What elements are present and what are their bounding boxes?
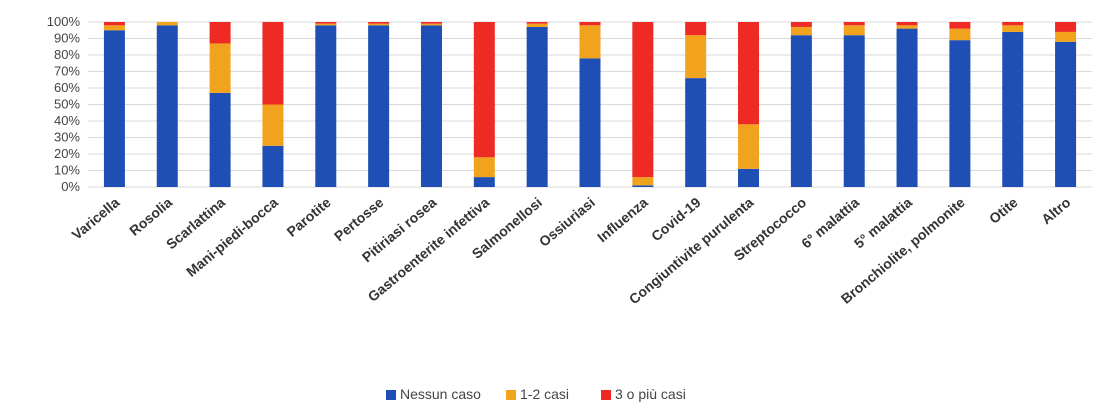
bar-segment <box>526 22 548 24</box>
x-category-label: 6° malattia <box>798 194 862 252</box>
bar-segment <box>949 22 971 29</box>
x-category-label: Mani-piedi-bocca <box>183 194 281 280</box>
bar-segment <box>579 22 601 26</box>
bar-segment <box>1055 41 1077 187</box>
x-axis-category-labels: Varicella RosoliaScarlattinaMani-piedi-bo… <box>69 194 1074 307</box>
bar-segment <box>843 35 865 188</box>
x-category-label: Parotite <box>284 194 334 240</box>
bar-segment <box>896 25 918 29</box>
bar-segment <box>790 26 812 36</box>
bar-segment <box>473 177 495 187</box>
y-tick-label: 50% <box>54 97 80 112</box>
bar-segment <box>632 185 654 187</box>
bar-segment <box>579 25 601 59</box>
bar-segment <box>632 177 654 186</box>
bar-segment <box>526 26 548 188</box>
bar-segment <box>473 22 495 158</box>
y-axis-ticks: 0%10% 20%30% 40%50% 60%70% 80%90% 100% <box>47 14 81 194</box>
bar-segment <box>315 23 337 26</box>
bar-segment <box>103 30 125 187</box>
bar-segment <box>368 25 390 187</box>
x-category-label: Ossiuriasi <box>536 194 598 250</box>
bar-segment <box>896 28 918 187</box>
bar-segment <box>526 23 548 27</box>
bar-segment <box>843 25 865 36</box>
bar-segment <box>209 92 231 187</box>
y-tick-label: 100% <box>47 14 81 29</box>
y-tick-label: 0% <box>61 179 80 194</box>
legend-label: 3 o più casi <box>615 386 686 402</box>
bar-segment <box>790 22 812 27</box>
bar-segment <box>209 22 231 44</box>
bar-segment <box>262 104 284 146</box>
bar-segment <box>738 124 760 169</box>
bar-segment <box>315 25 337 187</box>
y-tick-label: 90% <box>54 31 80 46</box>
bar-segment <box>420 23 442 26</box>
bar-segment <box>1002 31 1024 188</box>
bar-segment <box>156 25 178 187</box>
x-category-label: Varicella <box>69 194 123 243</box>
bar-segment <box>473 157 495 178</box>
legend-swatch <box>601 390 611 400</box>
bar-segment <box>632 22 654 178</box>
bar-segment <box>579 58 601 187</box>
y-tick-label: 20% <box>54 146 80 161</box>
y-tick-label: 80% <box>54 47 80 62</box>
y-tick-label: 10% <box>54 163 80 178</box>
bar-segment <box>1002 25 1024 32</box>
x-category-label: Otite <box>986 194 1021 227</box>
x-category-label: Influenza <box>594 194 651 245</box>
bar-segment <box>685 78 707 187</box>
bar-segment <box>949 40 971 188</box>
bar-segment <box>262 145 284 187</box>
bar-segment <box>368 23 390 26</box>
bar-segment <box>420 25 442 187</box>
bar-segment <box>685 35 707 79</box>
bar-segment <box>103 22 125 26</box>
bar-segment <box>103 25 125 31</box>
y-tick-label: 40% <box>54 113 80 128</box>
legend-label: Nessun caso <box>400 386 481 402</box>
bar-segment <box>262 22 284 105</box>
bar-segment <box>843 22 865 26</box>
bar-segment <box>790 35 812 188</box>
y-tick-label: 70% <box>54 64 80 79</box>
legend-label: 1-2 casi <box>520 386 569 402</box>
bar-segment <box>315 22 337 24</box>
bar-segment <box>685 22 707 36</box>
bar-segment <box>1055 31 1077 42</box>
y-tick-label: 60% <box>54 80 80 95</box>
legend-swatch <box>506 390 516 400</box>
bar-segment <box>896 22 918 26</box>
bar-segment <box>1055 22 1077 32</box>
legend: Nessun caso 1-2 casi 3 o più casi <box>386 386 686 402</box>
bars <box>103 22 1077 188</box>
y-tick-label: 30% <box>54 130 80 145</box>
bar-segment <box>156 22 178 26</box>
bar-segment <box>209 43 231 93</box>
bar-segment <box>738 22 760 125</box>
bar-segment <box>738 168 760 187</box>
bar-segment <box>368 22 390 24</box>
legend-swatch <box>386 390 396 400</box>
x-category-label: Altro <box>1038 194 1073 227</box>
bar-segment <box>1002 22 1024 26</box>
bar-segment <box>949 28 971 41</box>
x-category-label: Rosolia <box>126 194 175 239</box>
bar-segment <box>420 22 442 24</box>
